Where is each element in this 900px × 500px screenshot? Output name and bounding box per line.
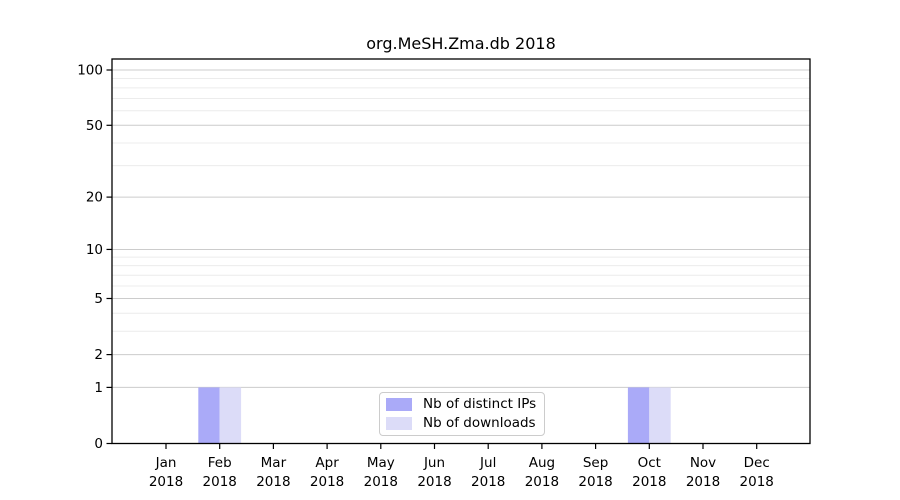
x-tick-label-month-mar: Mar [261,455,287,471]
x-tick-label-year-may: 2018 [364,474,398,490]
x-tick-label-month-apr: Apr [315,455,339,471]
chart-title: org.MeSH.Zma.db 2018 [366,34,556,53]
bar-oct-2018-series1 [649,387,671,444]
x-tick-label-year-aug: 2018 [525,474,559,490]
x-tick-label-month-jun: Jun [423,455,445,471]
y-tick-label-20: 20 [86,190,103,206]
x-tick-label-month-jan: Jan [155,455,177,471]
x-tick-label-year-oct: 2018 [632,474,666,490]
y-tick-label-1: 1 [94,380,103,396]
legend-item-downloads: Nb of downloads [386,414,544,431]
x-tick-label-year-dec: 2018 [740,474,774,490]
legend-label-distinct-ips: Nb of distinct IPs [423,396,537,412]
x-tick-label-month-oct: Oct [638,455,661,471]
x-tick-label-month-jul: Jul [479,455,496,471]
bar-feb-2018-series0 [198,387,220,444]
y-tick-label-2: 2 [94,347,103,363]
legend-swatch-downloads [386,416,412,430]
x-tick-label-month-sep: Sep [583,455,608,471]
x-tick-label-year-feb: 2018 [203,474,237,490]
bar-feb-2018-series1 [219,387,242,444]
y-tick-label-100: 100 [77,63,103,79]
x-tick-label-month-aug: Aug [529,455,555,471]
x-tick-label-year-apr: 2018 [310,474,344,490]
x-tick-label-month-may: May [367,455,395,471]
x-tick-label-month-dec: Dec [744,455,770,471]
y-tick-label-10: 10 [86,242,103,258]
plot-border [111,58,811,445]
x-tick-label-year-sep: 2018 [578,474,612,490]
legend: Nb of distinct IPs Nb of downloads [379,392,545,436]
x-tick-label-year-mar: 2018 [256,474,290,490]
x-tick-label-year-jul: 2018 [471,474,505,490]
x-tick-label-year-jan: 2018 [149,474,183,490]
x-tick-label-month-feb: Feb [208,455,232,471]
y-tick-label-5: 5 [94,291,103,307]
x-tick-label-year-nov: 2018 [686,474,720,490]
legend-swatch-distinct-ips [386,398,412,412]
x-tick-label-year-jun: 2018 [417,474,451,490]
x-tick-label-month-nov: Nov [690,455,716,471]
bar-oct-2018-series0 [627,387,650,444]
y-tick-label-0: 0 [94,436,103,452]
legend-label-downloads: Nb of downloads [423,414,536,431]
legend-item-distinct-ips: Nb of distinct IPs [386,396,544,412]
y-tick-label-50: 50 [86,118,103,134]
